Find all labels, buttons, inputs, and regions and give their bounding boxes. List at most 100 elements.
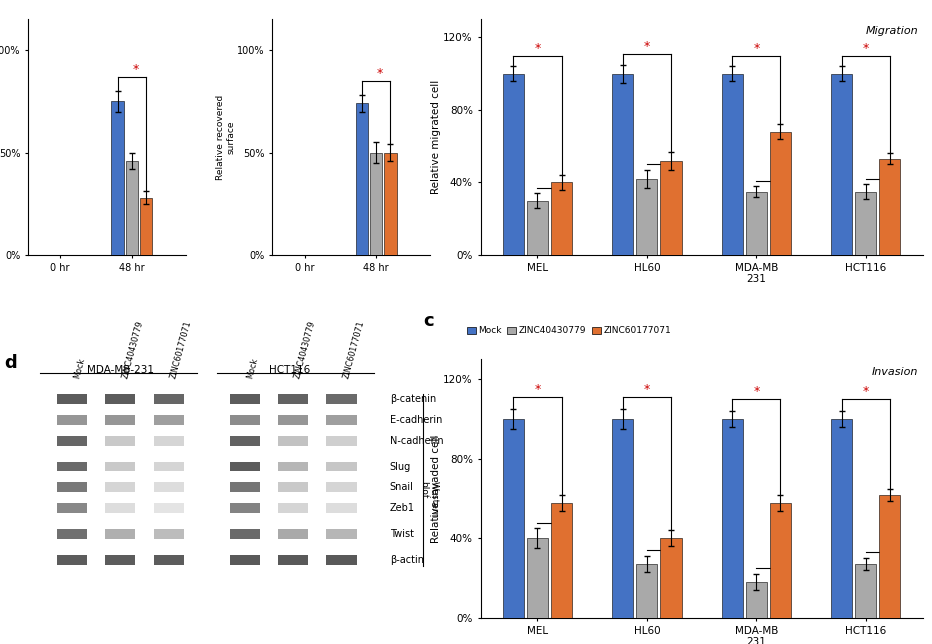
Bar (661, 538, 681, 618)
Bar (105, 503, 135, 513)
Text: Mock: Mock (245, 357, 259, 379)
Bar (278, 436, 308, 446)
Bar (502, 419, 524, 618)
Bar (502, 73, 524, 255)
Text: ZINC60177071: ZINC60177071 (169, 319, 193, 379)
Bar (154, 394, 184, 404)
Bar (278, 482, 308, 492)
Text: β-actin: β-actin (390, 555, 424, 565)
Bar (105, 415, 135, 425)
Text: ZINC40430779: ZINC40430779 (294, 319, 318, 379)
Bar (278, 555, 308, 565)
Bar (527, 201, 548, 255)
Bar (57, 482, 88, 492)
Bar (154, 462, 184, 471)
Bar (370, 153, 382, 255)
Bar (140, 198, 153, 255)
Bar (326, 394, 357, 404)
Bar (856, 191, 876, 255)
Bar (355, 103, 368, 255)
Bar (57, 529, 88, 539)
Text: β-catenin: β-catenin (390, 394, 436, 404)
Y-axis label: Relative migrated cell: Relative migrated cell (431, 80, 441, 194)
Bar (105, 529, 135, 539)
Text: *: * (863, 42, 869, 55)
Text: E-cadherin: E-cadherin (390, 415, 442, 425)
Bar (230, 555, 260, 565)
Bar (57, 436, 88, 446)
Text: MDA-MB-231: MDA-MB-231 (87, 365, 154, 375)
Bar (661, 161, 681, 255)
Bar (154, 529, 184, 539)
Bar (612, 419, 634, 618)
Text: Mock: Mock (72, 357, 87, 379)
Bar (105, 394, 135, 404)
Y-axis label: Relative invaded cell: Relative invaded cell (431, 435, 441, 543)
Bar (230, 415, 260, 425)
Bar (278, 394, 308, 404)
Bar (326, 555, 357, 565)
Bar (230, 436, 260, 446)
Bar (126, 161, 138, 255)
Bar (154, 503, 184, 513)
Bar (105, 436, 135, 446)
Bar (57, 503, 88, 513)
Text: N-cadherin: N-cadherin (390, 435, 444, 446)
Text: ZINC40430779: ZINC40430779 (120, 319, 144, 379)
Bar (326, 503, 357, 513)
Legend: Mock, ZINC40430779, ZINC60177071: Mock, ZINC40430779, ZINC60177071 (463, 0, 675, 1)
Bar (278, 503, 308, 513)
Bar (230, 482, 260, 492)
Bar (879, 159, 900, 255)
Text: *: * (753, 42, 760, 55)
Bar (527, 538, 548, 618)
Text: Zeb1: Zeb1 (390, 503, 415, 513)
Bar (721, 73, 743, 255)
Text: Invasion: Invasion (871, 366, 918, 377)
Bar (230, 529, 260, 539)
Bar (57, 462, 88, 471)
Bar (105, 555, 135, 565)
Bar (154, 482, 184, 492)
Bar (111, 101, 124, 255)
Text: Migration: Migration (866, 26, 918, 37)
Bar (57, 555, 88, 565)
Bar (278, 462, 308, 471)
Bar (105, 462, 135, 471)
Bar (154, 555, 184, 565)
Bar (551, 502, 572, 618)
Legend: Mock, ZINC40430779, ZINC60177071: Mock, ZINC40430779, ZINC60177071 (463, 323, 675, 339)
Bar (637, 179, 657, 255)
Bar (831, 73, 852, 255)
Text: Slug: Slug (390, 462, 411, 471)
Bar (154, 415, 184, 425)
Bar (326, 529, 357, 539)
Bar (154, 436, 184, 446)
Bar (105, 482, 135, 492)
Bar (278, 415, 308, 425)
Bar (746, 191, 767, 255)
Bar (721, 419, 743, 618)
Bar (831, 419, 852, 618)
Bar (326, 482, 357, 492)
Text: *: * (644, 383, 650, 396)
Bar (770, 502, 791, 618)
Text: *: * (863, 385, 869, 398)
Text: *: * (534, 383, 541, 396)
Text: *: * (644, 40, 650, 53)
Bar (230, 394, 260, 404)
Text: Western
blot: Western blot (419, 481, 438, 518)
Bar (384, 153, 397, 255)
Bar (746, 582, 767, 618)
Text: d: d (4, 354, 17, 372)
Bar (326, 462, 357, 471)
Text: *: * (377, 67, 383, 80)
Text: *: * (753, 385, 760, 398)
Bar (230, 503, 260, 513)
Bar (770, 132, 791, 255)
Bar (637, 564, 657, 618)
Bar (612, 73, 634, 255)
Text: HCT116: HCT116 (268, 365, 309, 375)
Text: Snail: Snail (390, 482, 414, 492)
Bar (879, 495, 900, 618)
